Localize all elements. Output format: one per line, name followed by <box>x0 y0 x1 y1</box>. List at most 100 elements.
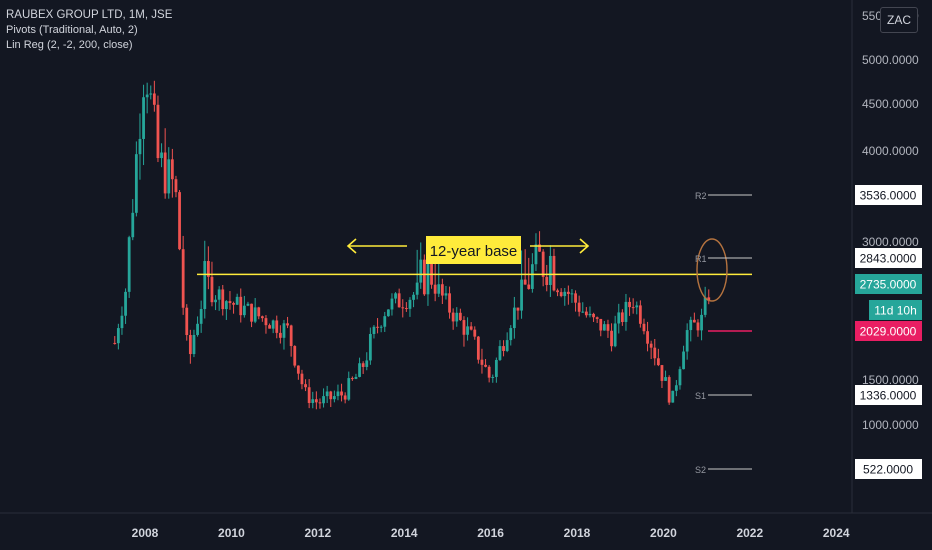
candle-body <box>664 377 667 381</box>
candle-body <box>120 315 124 329</box>
candle-body <box>487 366 491 378</box>
highlight-circle <box>696 238 728 302</box>
x-tick-label: 2012 <box>304 526 331 540</box>
candle-body <box>484 364 487 367</box>
y-tick-label: 1000.0000 <box>862 418 919 432</box>
candle-body <box>422 259 426 295</box>
candle-body <box>703 297 707 315</box>
candle-body <box>523 279 527 285</box>
last-price-tag-box <box>855 274 922 294</box>
candle-body <box>491 376 495 378</box>
candle-body <box>181 249 185 308</box>
y-tick-label: 4500.0000 <box>862 97 919 111</box>
candle-body <box>214 299 217 303</box>
candle-body <box>156 104 160 159</box>
candle-body <box>296 365 300 374</box>
candle-body <box>113 342 117 344</box>
candle-body <box>584 311 588 316</box>
candle-body <box>340 391 343 396</box>
candle-body <box>430 252 433 285</box>
candle-body <box>570 293 574 295</box>
x-tick-label: 2010 <box>218 526 245 540</box>
candle-body <box>304 384 307 388</box>
candle-body <box>660 365 664 381</box>
candle-body <box>314 399 318 403</box>
candle-body <box>379 326 383 328</box>
candle-body <box>149 93 153 95</box>
candle-body <box>512 307 516 329</box>
left-arrow-head <box>346 238 357 254</box>
time-axis[interactable]: 2008 2010 2012 2014 2016 2018 2020 2022 2024 <box>132 526 850 540</box>
pivot-s2-tag-box <box>855 459 922 479</box>
candle-body <box>444 293 448 296</box>
pivot-r2-tag-text: 3536.0000 <box>860 189 917 203</box>
candle-body <box>599 318 603 331</box>
candle-body <box>368 333 372 361</box>
candle-body <box>383 316 387 327</box>
candle-body <box>206 261 210 277</box>
candle-body <box>322 396 325 404</box>
candle-body <box>476 336 480 360</box>
candle-body <box>624 301 628 322</box>
candle-body <box>419 259 423 283</box>
y-tick-label: 1500.0000 <box>862 373 919 387</box>
candle-body <box>473 329 477 337</box>
candle-body <box>455 312 459 322</box>
candle-body <box>318 402 322 404</box>
candle-body <box>268 325 271 329</box>
candle-body <box>689 319 693 331</box>
candle-body <box>556 290 559 293</box>
candle-body <box>415 282 419 295</box>
candle-body <box>293 346 297 366</box>
legend-pivots-indicator[interactable]: Pivots (Traditional, Auto, 2) <box>6 24 138 36</box>
candle-body <box>401 307 405 309</box>
candle-body <box>397 293 401 308</box>
candle-body <box>138 138 142 155</box>
candle-body <box>667 377 671 403</box>
annotations-group: 12-year base R2 R1 S1 S2 <box>197 191 752 475</box>
candle-body <box>581 311 585 313</box>
candle-body <box>329 391 333 400</box>
currency-button[interactable]: ZAC <box>880 7 918 33</box>
candle-body <box>588 313 592 316</box>
countdown-box <box>869 300 922 320</box>
legend-linreg-indicator[interactable]: Lin Reg (2, -2, 200, close) <box>6 39 133 51</box>
candle-body <box>332 396 336 400</box>
candle-body <box>671 390 675 403</box>
candle-body <box>116 328 120 344</box>
price-axis[interactable]: 5000.0000 4500.0000 4000.0000 3000.0000 1500… <box>855 9 922 479</box>
candle-body <box>325 391 329 397</box>
linreg-tag-box <box>855 321 922 341</box>
candle-body <box>408 299 412 309</box>
candle-body <box>530 264 534 289</box>
candle-body <box>250 303 253 322</box>
candle-body <box>448 293 451 313</box>
candle-body <box>635 305 639 308</box>
base-label-box <box>426 236 521 264</box>
candle-body <box>354 376 358 379</box>
candle-body <box>462 320 466 335</box>
candle-body <box>163 152 167 194</box>
candle-body <box>131 212 135 238</box>
candle-body <box>192 334 196 355</box>
candle-body <box>152 93 156 105</box>
candle-body <box>502 346 505 351</box>
candle-body <box>221 289 225 310</box>
candle-body <box>433 284 437 294</box>
candle-body <box>404 308 408 310</box>
candle-body <box>142 97 145 139</box>
legend-symbol-title[interactable]: RAUBEX GROUP LTD, 1M, JSE <box>6 9 173 21</box>
candle-body <box>282 323 286 338</box>
candle-body <box>224 301 228 310</box>
candle-body <box>538 244 541 252</box>
candle-body <box>343 395 347 400</box>
candle-body <box>545 276 549 285</box>
candle-body <box>520 279 523 311</box>
x-tick-label: 2024 <box>823 526 850 540</box>
candle-body <box>372 326 376 334</box>
pivot-label-r2: R2 <box>695 191 707 201</box>
pivot-label-s2: S2 <box>695 465 706 475</box>
candle-body <box>548 255 552 285</box>
candle-body <box>253 307 257 322</box>
